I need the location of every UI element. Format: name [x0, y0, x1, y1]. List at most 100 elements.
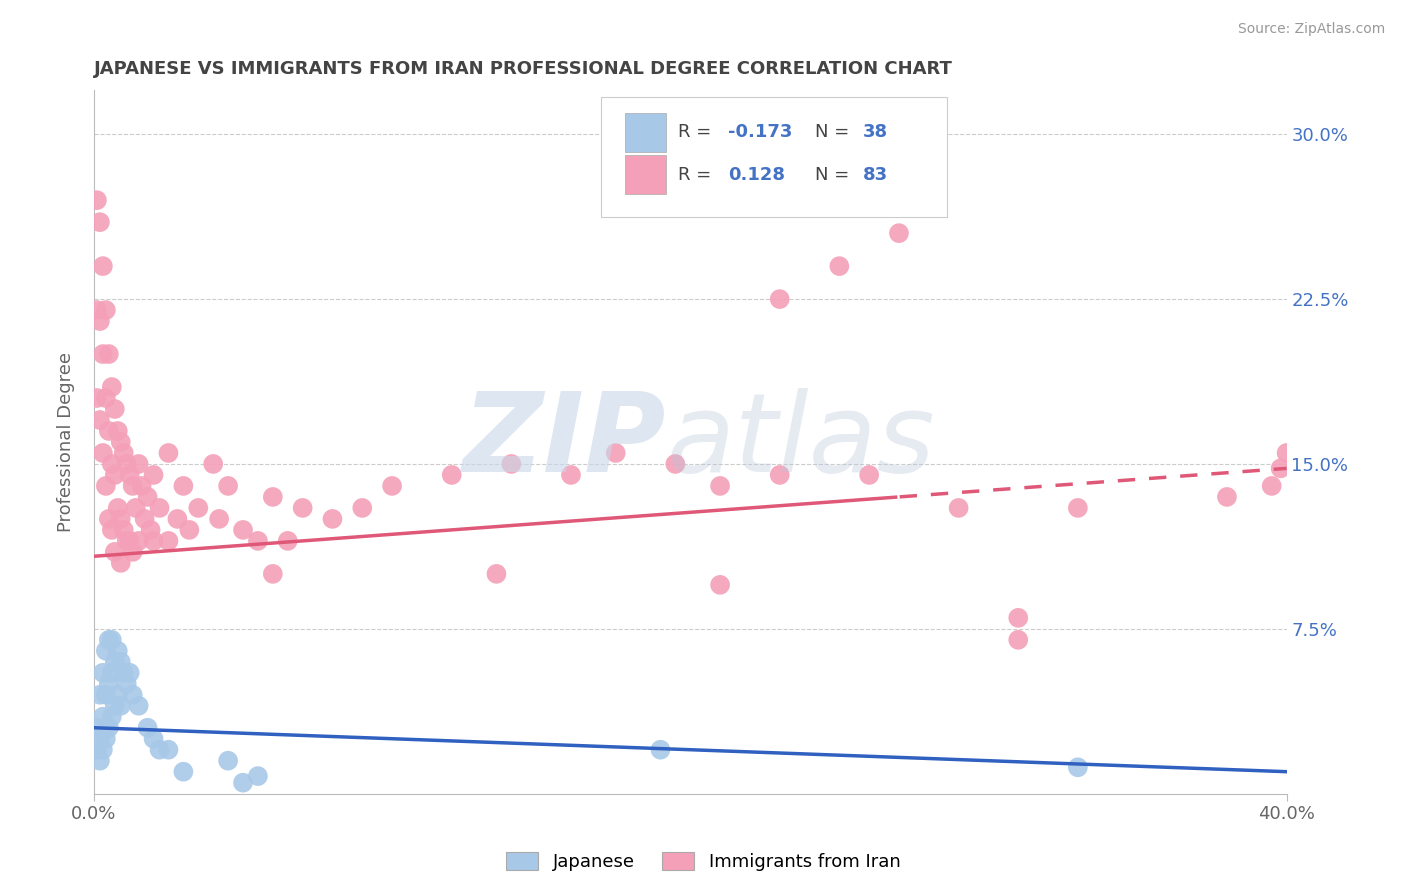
Point — [709, 578, 731, 592]
Point — [172, 479, 194, 493]
Point — [86, 303, 108, 318]
Point — [291, 500, 314, 515]
Point — [246, 769, 269, 783]
Point — [321, 512, 343, 526]
Point — [157, 742, 180, 756]
Text: R =: R = — [678, 123, 717, 142]
Point — [97, 512, 120, 526]
Point — [142, 467, 165, 482]
Point — [104, 467, 127, 482]
Point — [91, 446, 114, 460]
Text: 0.128: 0.128 — [728, 166, 786, 184]
Point — [128, 698, 150, 713]
Point — [104, 655, 127, 669]
Point — [262, 566, 284, 581]
Point — [1067, 500, 1090, 515]
Point — [277, 533, 299, 548]
Point — [91, 742, 114, 756]
Point — [828, 259, 851, 273]
FancyBboxPatch shape — [624, 113, 666, 152]
Point — [110, 512, 132, 526]
Text: N =: N = — [815, 123, 855, 142]
Point — [208, 512, 231, 526]
Point — [485, 566, 508, 581]
Point — [101, 380, 124, 394]
Point — [650, 742, 672, 756]
Point — [112, 446, 135, 460]
Point — [91, 259, 114, 273]
Point — [115, 677, 138, 691]
Text: 38: 38 — [863, 123, 889, 142]
Point — [605, 446, 627, 460]
Text: R =: R = — [678, 166, 723, 184]
Point — [148, 500, 170, 515]
Point — [101, 632, 124, 647]
Point — [110, 556, 132, 570]
Point — [89, 731, 111, 746]
Point — [121, 479, 143, 493]
Point — [107, 500, 129, 515]
Point — [709, 479, 731, 493]
Point — [124, 500, 146, 515]
Point — [94, 688, 117, 702]
Point — [232, 775, 254, 789]
Point — [94, 644, 117, 658]
Point — [121, 545, 143, 559]
Point — [148, 742, 170, 756]
Legend: Japanese, Immigrants from Iran: Japanese, Immigrants from Iran — [498, 845, 908, 879]
Point — [381, 479, 404, 493]
Text: 83: 83 — [863, 166, 889, 184]
Point — [101, 523, 124, 537]
Point — [91, 710, 114, 724]
Point — [101, 665, 124, 680]
Point — [104, 545, 127, 559]
Point — [134, 512, 156, 526]
Point — [118, 665, 141, 680]
Text: atlas: atlas — [666, 389, 935, 495]
Point — [91, 665, 114, 680]
Point — [139, 523, 162, 537]
Point — [948, 500, 970, 515]
Point — [1067, 760, 1090, 774]
Point — [97, 424, 120, 438]
Point — [172, 764, 194, 779]
Point — [107, 644, 129, 658]
Point — [94, 391, 117, 405]
Point — [115, 533, 138, 548]
Text: JAPANESE VS IMMIGRANTS FROM IRAN PROFESSIONAL DEGREE CORRELATION CHART: JAPANESE VS IMMIGRANTS FROM IRAN PROFESS… — [94, 60, 953, 78]
Point — [101, 457, 124, 471]
Point — [118, 533, 141, 548]
Point — [89, 314, 111, 328]
FancyBboxPatch shape — [600, 97, 946, 217]
Point — [769, 467, 792, 482]
Point — [89, 688, 111, 702]
Point — [501, 457, 523, 471]
Point — [187, 500, 209, 515]
Point — [232, 523, 254, 537]
Point — [440, 467, 463, 482]
Point — [101, 710, 124, 724]
Point — [104, 402, 127, 417]
Point — [131, 479, 153, 493]
Point — [86, 742, 108, 756]
Point — [97, 347, 120, 361]
Y-axis label: Professional Degree: Professional Degree — [58, 352, 75, 532]
Point — [89, 413, 111, 427]
Point — [560, 467, 582, 482]
Point — [1270, 461, 1292, 475]
Point — [97, 632, 120, 647]
Point — [89, 754, 111, 768]
Text: N =: N = — [815, 166, 855, 184]
Point — [110, 698, 132, 713]
Point — [104, 698, 127, 713]
Point — [97, 677, 120, 691]
Point — [1007, 611, 1029, 625]
Point — [142, 731, 165, 746]
Text: ZIP: ZIP — [463, 389, 666, 495]
Point — [217, 754, 239, 768]
Point — [94, 479, 117, 493]
Point — [142, 533, 165, 548]
Point — [217, 479, 239, 493]
Point — [112, 523, 135, 537]
Point — [887, 226, 910, 240]
